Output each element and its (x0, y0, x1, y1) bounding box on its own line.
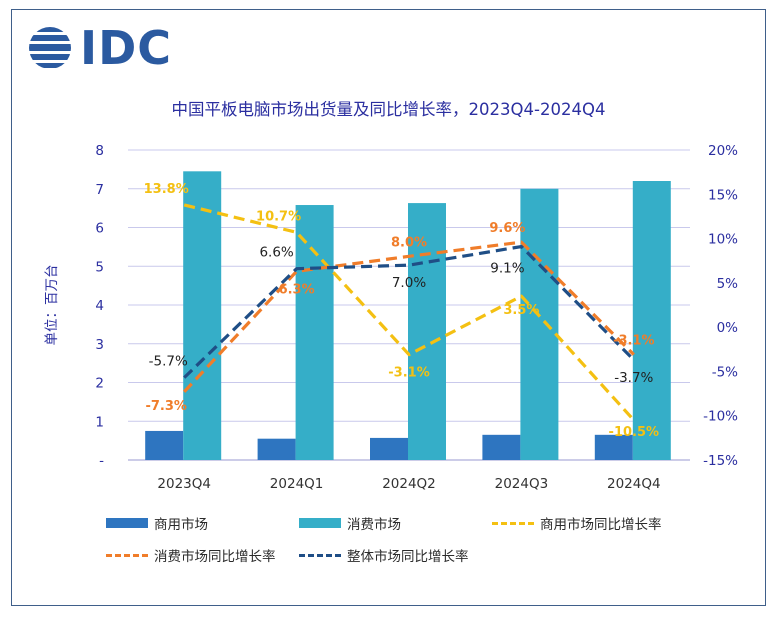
legend-swatch (106, 518, 148, 528)
y2-tick-label: -15% (703, 453, 738, 469)
idc-logo-text: IDC (80, 21, 173, 75)
legend-label: 商用市场 (154, 517, 208, 533)
y2-tick-label: -5% (712, 364, 738, 380)
data-label: -10.5% (609, 425, 660, 440)
bar (370, 437, 408, 460)
data-label: 3.5% (503, 303, 539, 318)
y-tick-label: 7 (95, 182, 104, 198)
x-tick-label: 2024Q3 (495, 476, 549, 492)
x-tick-label: 2023Q4 (157, 476, 211, 492)
bar (295, 205, 334, 460)
data-label: 9.6% (489, 221, 525, 236)
data-label: 7.0% (392, 275, 426, 291)
data-label: -7.3% (145, 399, 186, 414)
y2-tick-label: 5% (717, 276, 739, 292)
bar (257, 438, 296, 460)
data-label: 6.6% (259, 245, 293, 261)
y-tick-label: 6 (95, 221, 104, 237)
idc-globe-logo-icon (29, 27, 71, 68)
y2-tick-label: 0% (717, 320, 739, 336)
bar (408, 203, 446, 460)
legend-label: 消费市场 (347, 517, 401, 533)
bar (632, 181, 671, 460)
bar (482, 434, 521, 460)
bar (594, 434, 633, 460)
legend-label: 商用市场同比增长率 (540, 517, 662, 533)
bar (145, 430, 184, 460)
y-tick-label: 1 (95, 414, 104, 430)
data-label: 13.8% (144, 182, 189, 197)
data-label: -3.7% (614, 370, 653, 386)
legend-swatch (299, 553, 341, 557)
idc-logo (28, 26, 76, 74)
x-tick-label: 2024Q2 (382, 476, 436, 492)
legend-item-commercial-growth: 商用市场同比增长率 (492, 513, 662, 533)
data-label: 8.0% (391, 235, 427, 250)
legend-swatch (299, 518, 341, 528)
legend-item-total-growth: 整体市场同比增长率 (299, 545, 469, 565)
legend-item-commercial: 商用市场 (106, 513, 208, 533)
legend-label: 消费市场同比增长率 (154, 549, 276, 565)
bar (520, 188, 559, 460)
data-label: -3.1% (388, 366, 429, 381)
y2-tick-label: 15% (708, 187, 738, 203)
chart-title: 中国平板电脑市场出货量及同比增长率，2023Q4-2024Q4 (171, 100, 606, 119)
data-label: 10.7% (256, 209, 301, 224)
legend-label: 整体市场同比增长率 (347, 549, 469, 565)
legend-item-consumer: 消费市场 (299, 513, 401, 533)
data-label: 6.3% (279, 282, 315, 297)
data-label: -5.7% (149, 354, 188, 370)
data-label: 9.1% (490, 261, 524, 277)
y-tick-label: 5 (95, 259, 104, 275)
legend-item-consumer-growth: 消费市场同比增长率 (106, 545, 276, 565)
series-line (183, 203, 635, 422)
y-axis-label: 单位：百万台 (44, 265, 60, 346)
y-tick-label: - (99, 453, 104, 469)
legend-swatch (106, 553, 148, 557)
x-tick-label: 2024Q4 (607, 476, 661, 492)
y-tick-label: 2 (95, 376, 104, 392)
legend-swatch (492, 521, 534, 525)
y-tick-label: 4 (95, 298, 104, 314)
y2-tick-label: 20% (708, 143, 738, 159)
bar (183, 171, 222, 460)
series-line (183, 244, 635, 379)
x-tick-label: 2024Q1 (270, 476, 324, 492)
y2-tick-label: 10% (708, 232, 738, 248)
data-label: -3.1% (613, 334, 654, 349)
series-line (183, 240, 635, 393)
y-tick-label: 3 (95, 337, 104, 353)
y-tick-label: 8 (95, 143, 104, 159)
y2-tick-label: -10% (703, 409, 738, 425)
